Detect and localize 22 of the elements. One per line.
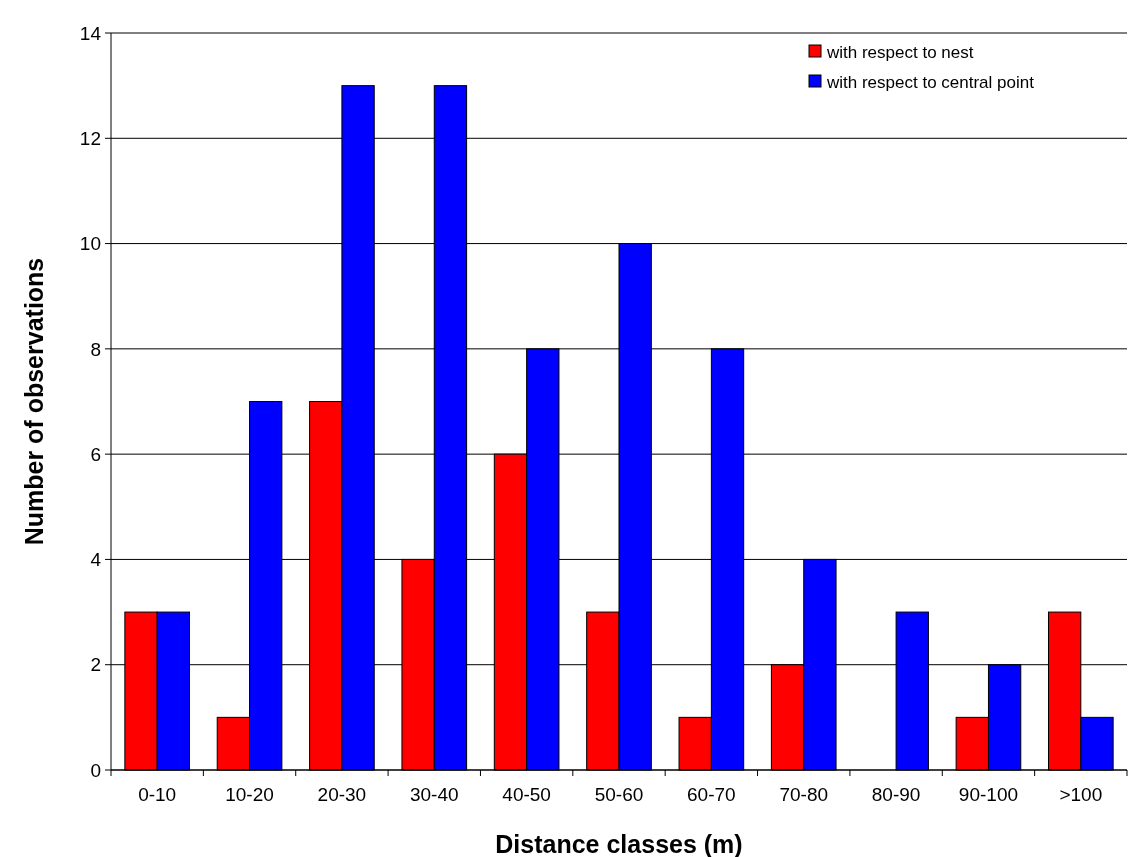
x-tick-label: 0-10 [138,784,177,805]
y-tick-label: 2 [90,654,101,676]
y-axis-title: Number of observations [20,257,48,546]
y-tick-label: 4 [90,549,102,571]
y-tick-label: 14 [79,22,102,44]
x-tick-label: 50-60 [594,784,644,805]
legend-label: with respect to central point [826,72,1035,92]
x-tick-label: 90-100 [958,784,1019,805]
x-tick-label: 30-40 [409,784,459,805]
y-tick-label: 8 [90,338,101,360]
x-tick-label: 80-90 [871,784,921,805]
y-tick-label: 6 [90,443,101,465]
x-tick-label: 70-80 [779,784,829,805]
y-tick-label: 0 [90,759,101,781]
x-tick-label: >100 [1059,784,1103,805]
legend-label: with respect to nest [826,42,974,62]
x-tick-label: 40-50 [502,784,551,805]
y-tick-label: 12 [79,127,101,149]
x-tick-label: 10-20 [225,784,274,805]
x-tick-label: 20-30 [317,784,367,805]
y-tick-label: 10 [79,233,101,255]
x-tick-label: 60-70 [687,784,736,805]
